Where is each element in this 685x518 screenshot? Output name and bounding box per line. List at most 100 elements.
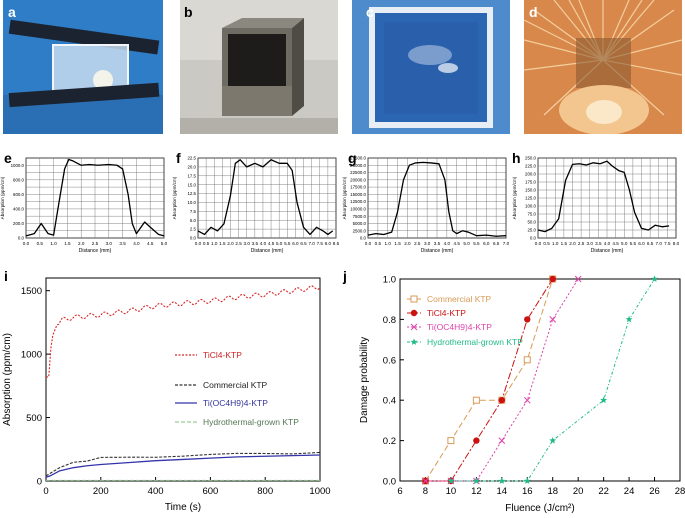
x-tick-label: 1.0 <box>211 241 218 246</box>
x-tick-label: 7.0 <box>656 241 663 246</box>
x-tick-label: 4.5 <box>454 241 461 246</box>
x-tick-label: 3.0 <box>244 241 251 246</box>
x-tick-label: 0.0 <box>365 241 372 246</box>
x-tick-label: 10 <box>446 486 457 497</box>
y-tick-label: 1000 <box>21 350 42 361</box>
point-tioc <box>549 316 557 323</box>
x-tick-label: 4.0 <box>260 241 267 246</box>
series-line-commercial <box>425 278 554 482</box>
x-tick-label: 1.0 <box>50 241 57 246</box>
y-axis-label: Absorption (ppm/cm) <box>2 333 13 426</box>
series-commercial-ktp <box>45 451 321 477</box>
marker-stroke <box>574 275 582 283</box>
y-tick-label: 0.8 <box>383 315 396 326</box>
x-axis-label: Time (s) <box>165 502 201 513</box>
y-tick-label: 200.0 <box>13 221 25 226</box>
x-tick-label: 0.0 <box>23 241 30 246</box>
x-tick-label: 200 <box>93 486 109 497</box>
point-commercial <box>523 356 531 364</box>
x-tick-label: 3.5 <box>119 241 126 246</box>
x-tick-label: 24 <box>624 486 635 497</box>
legend-marker-ticl4 <box>410 309 418 317</box>
x-tick-label: 0.5 <box>37 241 44 246</box>
x-tick-label: 3.5 <box>595 241 602 246</box>
photo-b <box>180 0 338 134</box>
x-tick-label: 5.0 <box>621 241 628 246</box>
x-tick-label: 2.0 <box>569 241 576 246</box>
y-tick-label: 20.0 <box>187 164 196 169</box>
y-tick-label: 500 <box>26 413 42 424</box>
x-tick-label: 2.0 <box>78 241 85 246</box>
x-tick-label: 4.0 <box>604 241 611 246</box>
photo-c-crystal-image <box>352 0 510 134</box>
y-tick-label: 12500.0 <box>350 199 366 204</box>
y-tick-label: 5000.0 <box>353 221 367 226</box>
chart-g: 0.0 0.5 1.0 1.5 2.0 2.5 3.0 3.5 4.0 4.5 5.0 5.5 6.0 6… <box>342 156 510 254</box>
x-tick-label: 20 <box>573 486 584 497</box>
x-tick-label: 1.5 <box>561 241 568 246</box>
panel-label-f: f <box>176 150 181 166</box>
x-tick-label: 0.0 <box>535 241 542 246</box>
legend-label-ticl4: TiCl4-KTP <box>427 308 466 318</box>
point-hydro <box>549 437 557 444</box>
y-tick-label: 15000.0 <box>350 192 366 197</box>
x-tick-label: 7.5 <box>317 241 324 246</box>
x-tick-label: 1.5 <box>394 241 401 246</box>
x-tick-label: 8.0 <box>673 241 680 246</box>
marker-stroke <box>549 316 557 323</box>
x-tick-label: 0.5 <box>375 241 382 246</box>
x-tick-label: 1.5 <box>219 241 226 246</box>
chart-h: 0.0 0.5 1.0 1.5 2.0 2.5 3.0 3.5 4.0 4.5 5.0 5.5 6.0 6… <box>512 156 680 254</box>
y-tick-label: 1000.0 <box>11 163 25 168</box>
y-tick-label: 0.4 <box>383 396 396 407</box>
x-tick-label: 5.5 <box>284 241 291 246</box>
x-tick-label: 2.5 <box>92 241 99 246</box>
legend-label-hydro: Hydrothermal-grown KTP <box>427 337 523 347</box>
legend-label-tioc: Ti(OC4H9)4-KTP <box>203 398 268 408</box>
y-tick-label: 250.0 <box>525 156 537 161</box>
x-tick-label: 7.5 <box>664 241 671 246</box>
point-commercial <box>472 396 480 404</box>
chart-i: 0 200 400 600 800 1000 0 500 1000 1500 Time (s) Abs… <box>2 277 331 513</box>
x-tick-label: 4.0 <box>444 241 451 246</box>
x-tick-label: 8.0 <box>325 241 332 246</box>
series-line-ticl4 <box>425 278 554 482</box>
x-tick-label: 16 <box>522 486 533 497</box>
x-tick-label: 6.5 <box>300 241 307 246</box>
plot-frame <box>399 278 681 482</box>
x-tick-label: 6.0 <box>638 241 645 246</box>
point-ticl4 <box>524 316 531 323</box>
y-tick-label: 150.0 <box>525 188 537 193</box>
y-tick-label: 0.0 <box>190 236 197 241</box>
y-axis-label: Absorption (ppm/cm) <box>512 176 517 219</box>
y-tick-label: 0.6 <box>383 355 396 366</box>
chart-j: 6 8 10 12 14 16 18 20 22 24 26 28 0.0 0.2 0.4 0.6 0.8 1.0… <box>359 275 685 515</box>
x-tick-label: 6.0 <box>483 241 490 246</box>
x-tick-label: 7.0 <box>308 241 315 246</box>
y-tick-label: 2.5 <box>190 227 197 232</box>
panel-label-h: h <box>512 150 521 166</box>
x-tick-label: 5.0 <box>276 241 283 246</box>
legend-label-commercial: Commercial KTP <box>427 294 492 304</box>
y-tick-label: 0.0 <box>18 236 25 241</box>
x-tick-label: 1.0 <box>385 241 392 246</box>
x-tick-label: 0.0 <box>195 241 202 246</box>
legend-label-ticl4: TiCl4-KTP <box>203 350 242 360</box>
x-axis-label: Distance (mm) <box>79 248 112 254</box>
x-tick-label: 12 <box>471 486 482 497</box>
y-tick-label: 800.0 <box>13 177 25 182</box>
x-tick-label: 1000 <box>309 486 330 497</box>
y-tick-label: 7.5 <box>190 209 197 214</box>
x-tick-label: 2.5 <box>578 241 585 246</box>
x-tick-label: 5.0 <box>161 241 168 246</box>
y-tick-label: 0.2 <box>383 436 396 447</box>
x-tick-label: 6 <box>397 486 402 497</box>
legend-marker-tioc <box>410 323 418 331</box>
x-tick-label: 28 <box>675 486 685 497</box>
x-tick-label: 600 <box>202 486 218 497</box>
x-tick-label: 14 <box>497 486 508 497</box>
y-tick-label: 50.0 <box>527 220 536 225</box>
panel-label-i: i <box>4 268 8 284</box>
x-axis-label: Distance (mm) <box>591 248 624 254</box>
series-ticl4-ktp <box>46 285 321 378</box>
